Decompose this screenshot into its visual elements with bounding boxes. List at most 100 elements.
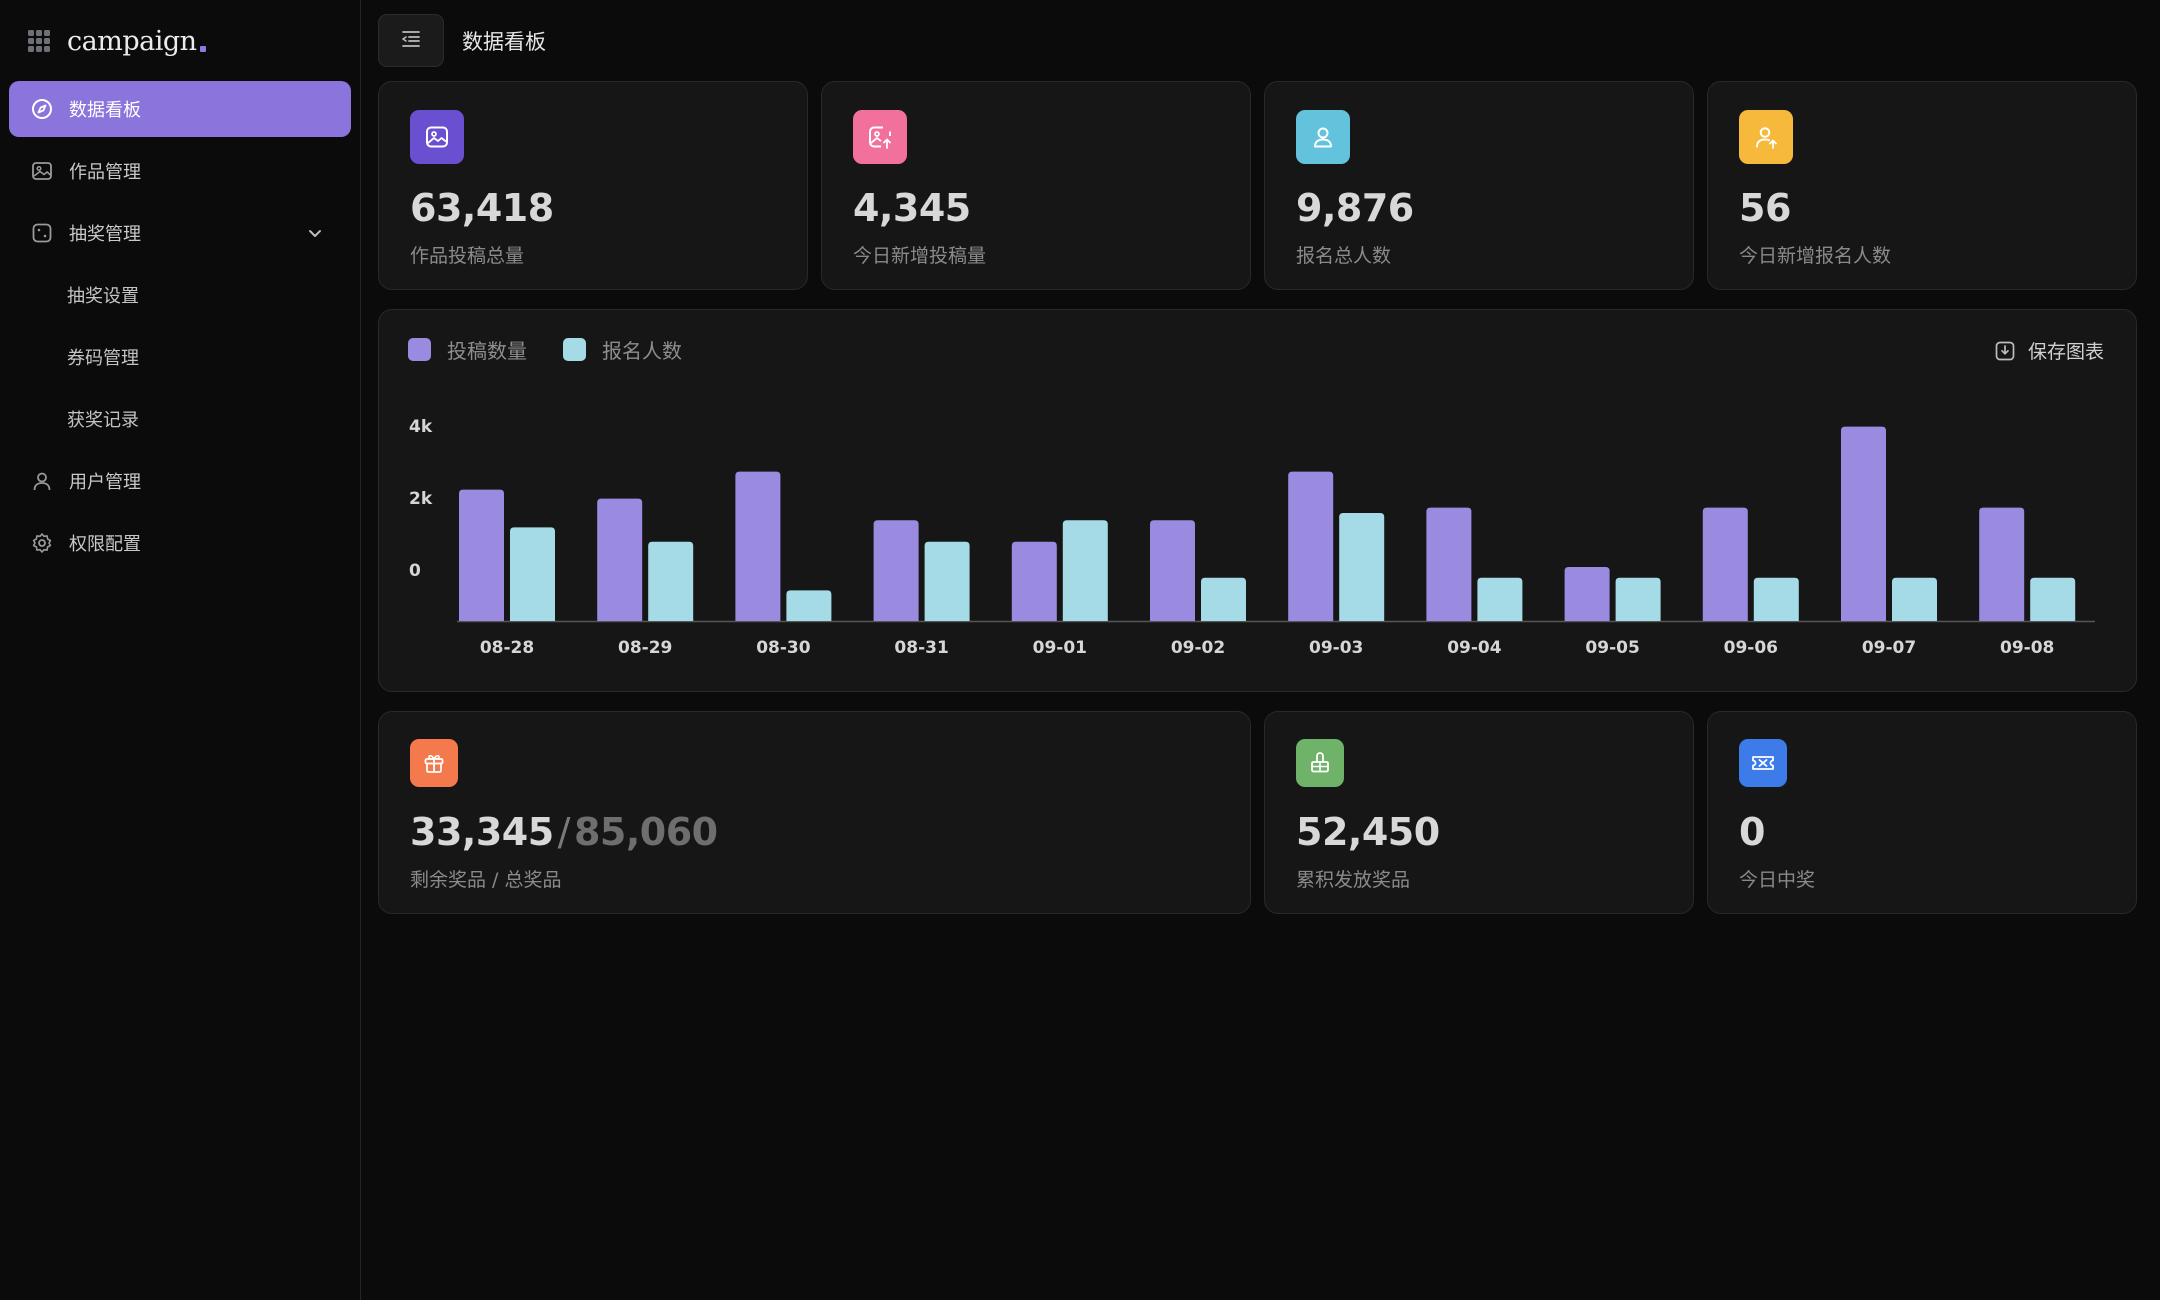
save-chart-button[interactable]: 保存图表 — [1994, 337, 2104, 364]
brand[interactable]: campaign — [28, 24, 206, 58]
bar-registrations — [1477, 577, 1523, 621]
image-upload-icon — [853, 110, 907, 164]
legend-swatch — [408, 338, 431, 361]
sidebar-item-permissions[interactable]: 权限配置 — [9, 515, 351, 571]
chevron-down-icon[interactable] — [305, 223, 325, 243]
sidebar-item-users[interactable]: 用户管理 — [9, 453, 351, 509]
sidebar-item-dashboard[interactable]: 数据看板 — [9, 81, 351, 137]
x-tick-label: 09-06 — [1724, 638, 1778, 658]
user-icon — [1296, 110, 1350, 164]
stat-card-total-registrations: 9,876 报名总人数 — [1264, 81, 1694, 290]
stat-label: 累积发放奖品 — [1296, 869, 1411, 891]
y-tick-label: 0 — [409, 561, 421, 581]
stat-label: 剩余奖品 / 总奖品 — [410, 869, 562, 891]
stat-value: 4,345 — [853, 186, 971, 230]
prize-card-today: 0 今日中奖 — [1707, 711, 2137, 914]
legend-swatch — [563, 338, 586, 361]
stat-value: 56 — [1739, 186, 1791, 230]
stat-label: 报名总人数 — [1296, 245, 1392, 267]
ticket-icon — [1739, 739, 1787, 787]
sidebar-subitem-lottery-settings[interactable]: 抽奖设置 — [67, 286, 139, 307]
user-icon — [31, 470, 53, 492]
bar-registrations — [510, 527, 555, 621]
sidebar-item-label: 抽奖管理 — [69, 224, 141, 245]
collapse-menu-button[interactable] — [378, 14, 444, 67]
sidebar-subitem-award-records[interactable]: 获奖记录 — [67, 410, 139, 431]
legend-label: 报名人数 — [602, 339, 682, 363]
x-tick-label: 09-01 — [1033, 638, 1087, 658]
bar-registrations — [1892, 577, 1937, 621]
chart-legend: 投稿数量 报名人数 — [408, 335, 718, 364]
sidebar-item-label: 数据看板 — [69, 100, 141, 121]
page-title: 数据看板 — [462, 30, 546, 54]
x-tick-label: 08-28 — [480, 638, 534, 658]
bar-registrations — [1753, 577, 1799, 621]
prize-card-issued: 52,450 累积发放奖品 — [1264, 711, 1694, 914]
bar-registrations — [1201, 577, 1246, 621]
legend-item-submissions[interactable]: 投稿数量 — [408, 335, 527, 364]
sidebar-item-works[interactable]: 作品管理 — [9, 143, 351, 199]
x-tick-label: 09-04 — [1447, 638, 1502, 658]
bar-submissions — [597, 498, 643, 621]
bar-submissions — [1426, 507, 1472, 621]
sidebar-nav: 数据看板 作品管理 抽奖管理 抽奖设置 券码管理 获奖记录 — [9, 81, 351, 577]
bar-submissions — [1841, 426, 1886, 621]
y-tick-label: 4k — [409, 417, 433, 437]
stat-card-today-registrations: 56 今日新增报名人数 — [1707, 81, 2137, 290]
bar-chart: 4k 2k 0 08-28 08-29 08-30 08-31 09-01 09-02 09-03… — [409, 417, 2095, 658]
stat-value: 63,418 — [410, 186, 554, 230]
gear-icon — [31, 532, 53, 554]
stat-value: 52,450 — [1296, 810, 1440, 854]
stat-label: 今日中奖 — [1739, 869, 1816, 891]
bar-submissions — [1702, 507, 1748, 621]
bar-submissions — [735, 471, 781, 621]
bar-registrations — [1615, 577, 1661, 621]
bar-registrations — [1062, 520, 1108, 621]
x-tick-label: 09-07 — [1862, 638, 1916, 658]
stat-label: 今日新增投稿量 — [853, 245, 987, 267]
gift-icon — [410, 739, 458, 787]
bar-submissions — [459, 489, 504, 621]
legend-label: 投稿数量 — [447, 339, 527, 363]
app-grid-icon[interactable] — [28, 30, 50, 52]
bar-registrations — [924, 541, 970, 621]
user-add-icon — [1739, 110, 1793, 164]
sidebar-item-label: 作品管理 — [69, 162, 141, 183]
brand-dot — [199, 46, 206, 52]
bar-registrations — [786, 590, 832, 621]
x-tick-label: 08-31 — [894, 638, 948, 658]
gift-box-icon — [1296, 739, 1344, 787]
bar-registrations — [1339, 513, 1385, 621]
sidebar-subitem-coupon-codes[interactable]: 券码管理 — [67, 348, 139, 369]
bar-submissions — [1150, 520, 1195, 621]
bar-registrations — [648, 541, 694, 621]
sidebar: campaign 数据看板 作品管理 抽奖管理 — [0, 0, 361, 1300]
legend-item-registrations[interactable]: 报名人数 — [563, 335, 682, 364]
image-icon — [410, 110, 464, 164]
stat-label: 作品投稿总量 — [410, 245, 525, 267]
total-count: 85,060 — [573, 810, 718, 854]
menu-collapse-icon — [400, 28, 422, 54]
x-tick-label: 09-08 — [2000, 638, 2054, 658]
prize-card-remaining: 33,345/85,060 剩余奖品 / 总奖品 — [378, 711, 1251, 914]
stat-label: 今日新增报名人数 — [1739, 245, 1892, 267]
stat-card-today-submissions: 4,345 今日新增投稿量 — [821, 81, 1251, 290]
sidebar-item-label: 用户管理 — [69, 472, 141, 493]
x-tick-label: 09-05 — [1585, 638, 1639, 658]
stat-value: 9,876 — [1296, 186, 1414, 230]
prize-remaining-value: 33,345/85,060 — [410, 810, 718, 854]
remaining-count: 33,345 — [410, 810, 554, 854]
bar-registrations — [2030, 577, 2076, 621]
bar-submissions — [1288, 471, 1334, 621]
sidebar-item-lottery[interactable]: 抽奖管理 — [9, 205, 351, 261]
save-chart-label: 保存图表 — [2027, 341, 2104, 363]
stat-card-total-submissions: 63,418 作品投稿总量 — [378, 81, 808, 290]
x-tick-label: 09-03 — [1309, 638, 1363, 658]
brand-name: campaign — [67, 25, 197, 57]
stat-value: 0 — [1739, 810, 1765, 854]
sidebar-item-label: 权限配置 — [69, 534, 141, 555]
compass-icon — [31, 98, 53, 120]
y-tick-label: 2k — [409, 489, 433, 509]
x-tick-label: 08-29 — [618, 638, 672, 658]
